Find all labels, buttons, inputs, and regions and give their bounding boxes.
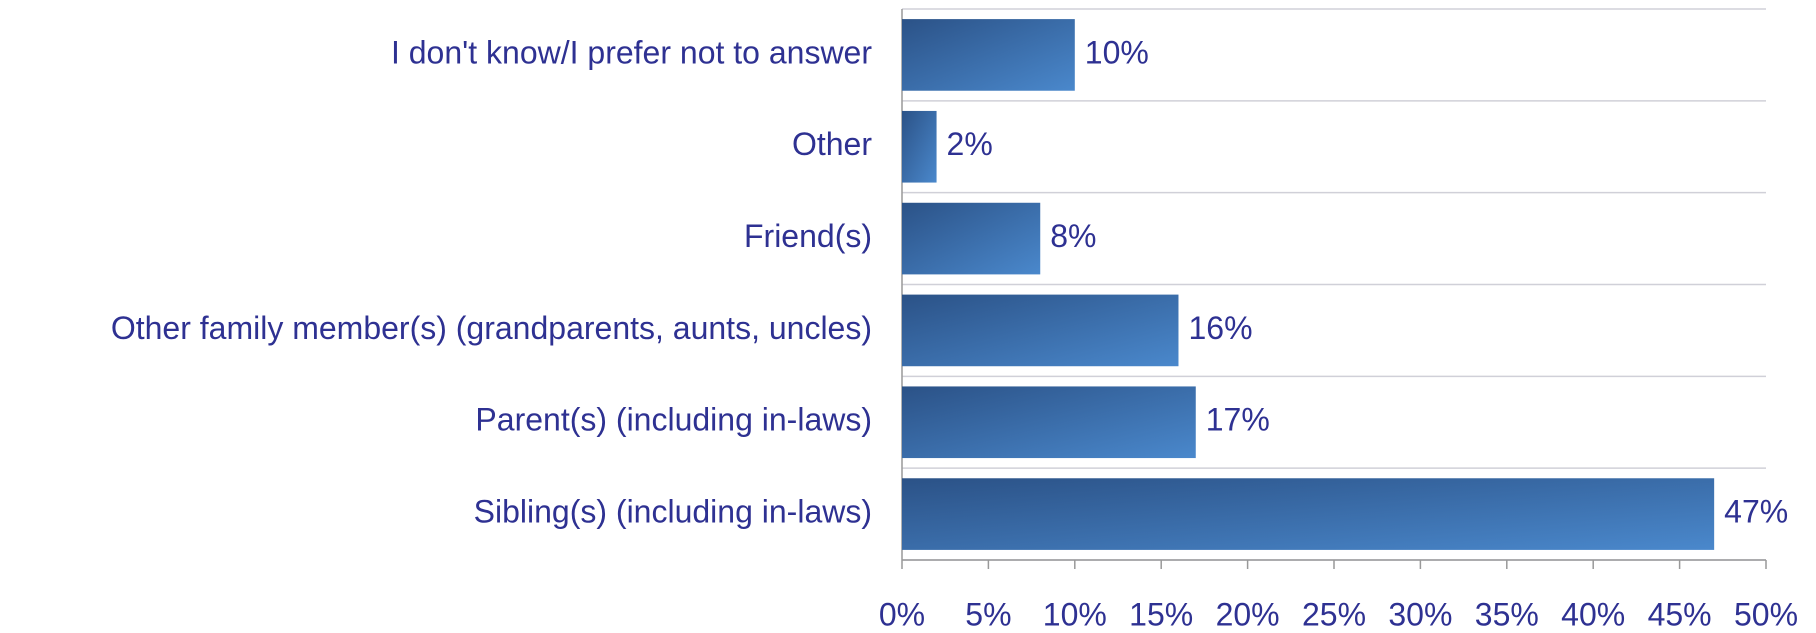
data-label: 17% (1206, 402, 1270, 438)
bar (902, 110, 937, 183)
x-tick-label: 25% (1302, 596, 1366, 632)
data-label: 47% (1724, 494, 1788, 530)
x-tick-label: 45% (1648, 596, 1712, 632)
x-tick-label: 10% (1043, 596, 1107, 632)
y-tick-label: Sibling(s) (including in-laws) (474, 494, 872, 530)
data-label: 8% (1050, 218, 1096, 254)
x-tick-label: 20% (1216, 596, 1280, 632)
y-tick-label: I don't know/I prefer not to answer (391, 34, 872, 70)
bar (902, 386, 1196, 459)
data-label: 16% (1188, 310, 1252, 346)
x-tick-label: 50% (1734, 596, 1798, 632)
y-tick-label: Friend(s) (744, 218, 872, 254)
data-label: 2% (947, 126, 993, 162)
x-tick-label: 35% (1475, 596, 1539, 632)
data-label: 10% (1085, 34, 1149, 70)
x-tick-label: 0% (879, 596, 925, 632)
bar (902, 19, 1075, 91)
x-tick-label: 5% (965, 596, 1011, 632)
bar (902, 478, 1715, 550)
y-tick-label: Parent(s) (including in-laws) (475, 402, 872, 438)
x-tick-label: 15% (1129, 596, 1193, 632)
y-tick-label: Other (792, 126, 872, 162)
x-tick-label: 30% (1388, 596, 1452, 632)
x-tick-label: 40% (1561, 596, 1625, 632)
bar (902, 202, 1041, 275)
y-tick-label: Other family member(s) (grandparents, au… (111, 310, 872, 346)
bar (902, 294, 1179, 367)
